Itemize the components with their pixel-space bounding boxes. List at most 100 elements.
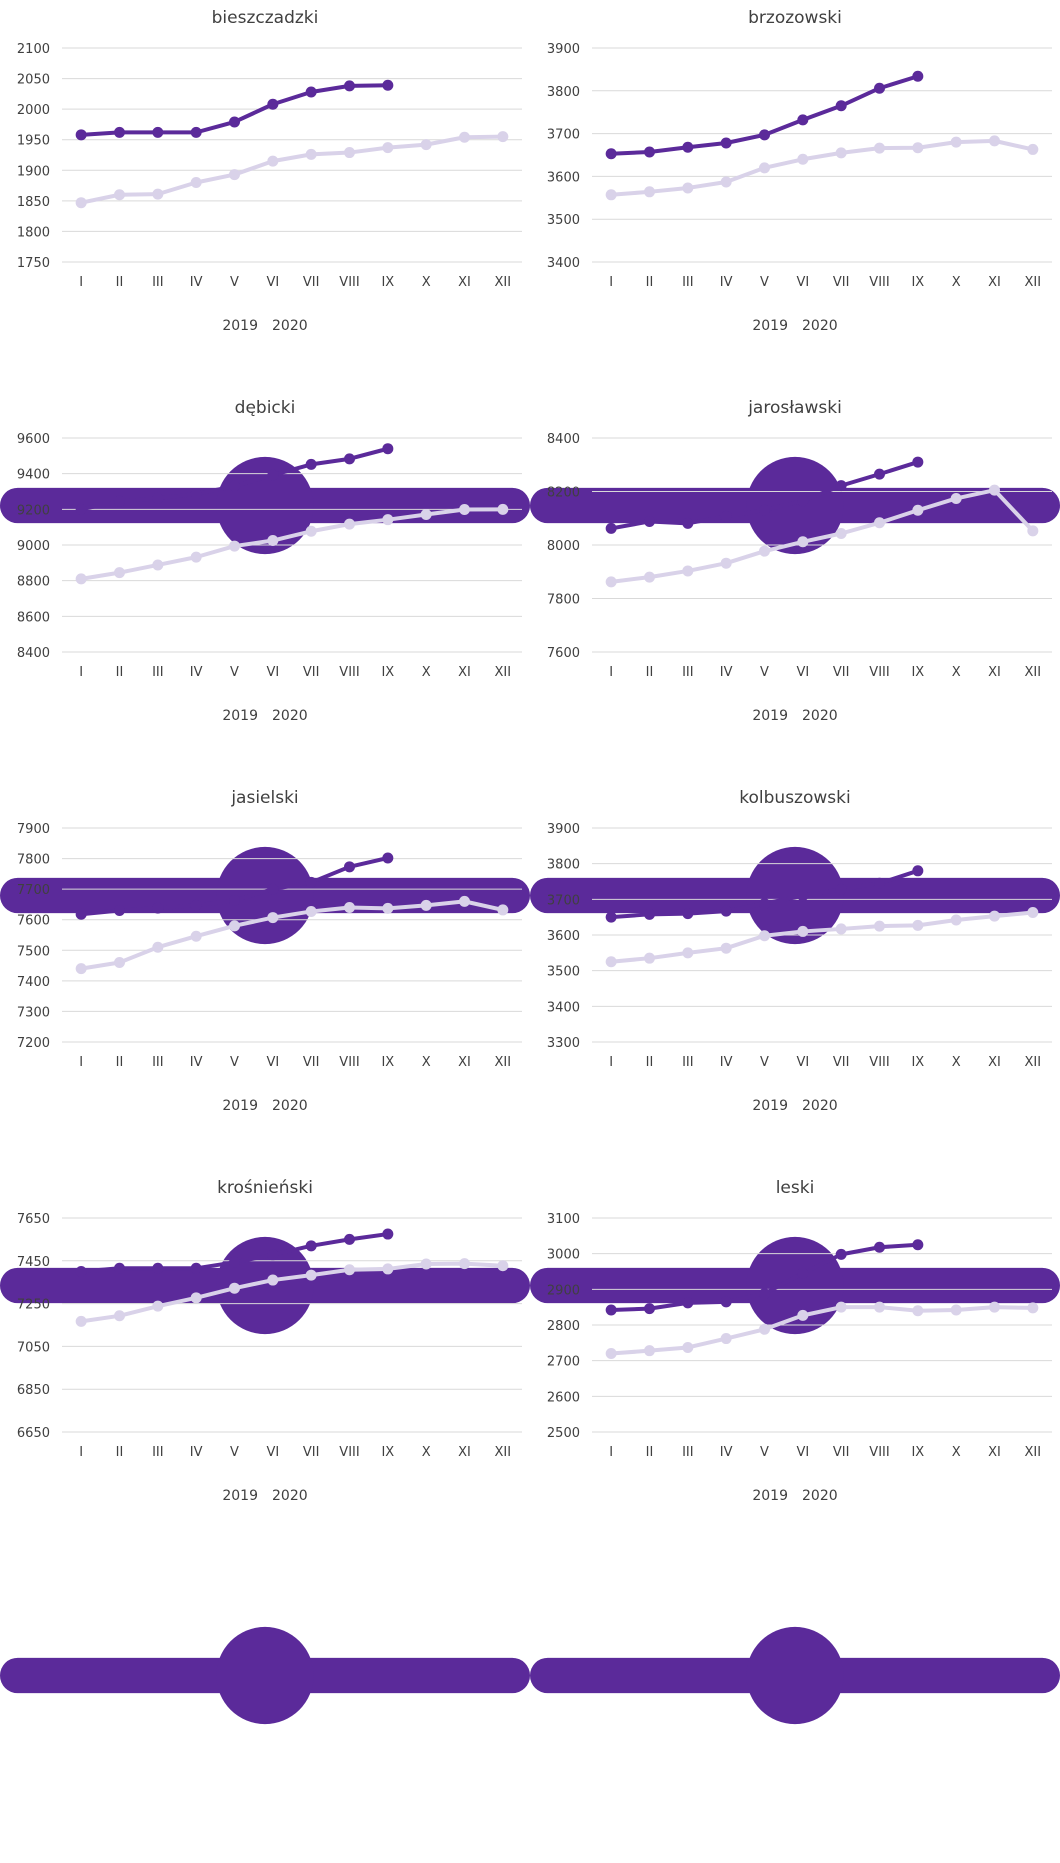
legend-label: 2020 bbox=[272, 708, 308, 724]
x-tick-label: I bbox=[609, 1445, 613, 1460]
data-point-2019 bbox=[835, 1301, 847, 1313]
y-tick-label: 7800 bbox=[547, 593, 580, 608]
data-point-2019 bbox=[190, 177, 202, 189]
data-point-2019 bbox=[459, 504, 470, 516]
x-tick-label: V bbox=[230, 665, 239, 680]
data-point-2019 bbox=[720, 176, 732, 188]
legend-label: 2020 bbox=[802, 1488, 838, 1504]
chart-5: kolbuszowski 3300 3400 3500 3600 3700 3800 3900… bbox=[530, 780, 1060, 1335]
x-tick-label: XII bbox=[1025, 665, 1042, 680]
x-tick-label: V bbox=[230, 275, 239, 290]
y-tick-label: 6850 bbox=[17, 1383, 50, 1398]
data-point-2020 bbox=[605, 148, 617, 160]
x-tick-label: XI bbox=[458, 1055, 471, 1070]
y-tick-label: 7900 bbox=[17, 822, 50, 837]
legend-label: 2020 bbox=[802, 318, 838, 334]
data-point-2019 bbox=[720, 942, 732, 954]
y-tick-label: 2050 bbox=[17, 73, 50, 88]
chart-0: bieszczadzki 1750 1800 1850 1900 1950 2000 2050… bbox=[0, 0, 530, 555]
x-tick-label: XI bbox=[458, 665, 471, 680]
y-tick-label: 3600 bbox=[547, 170, 580, 185]
legend-item: 2020 bbox=[0, 1488, 530, 1725]
x-tick-label: V bbox=[230, 1445, 239, 1460]
x-tick-label: VI bbox=[796, 1445, 809, 1460]
data-point-2019 bbox=[459, 895, 470, 907]
data-point-2020 bbox=[267, 1249, 279, 1261]
data-point-2019 bbox=[874, 920, 885, 932]
data-point-2020 bbox=[797, 1267, 809, 1279]
data-point-2020 bbox=[344, 1233, 355, 1245]
data-point-2020 bbox=[720, 905, 732, 917]
y-tick-label: 3400 bbox=[547, 256, 580, 271]
x-tick-label: I bbox=[79, 1445, 83, 1460]
data-point-2020 bbox=[190, 126, 202, 138]
y-tick-label: 7250 bbox=[17, 1298, 50, 1313]
data-point-2020 bbox=[874, 877, 885, 889]
data-point-2019 bbox=[605, 956, 617, 968]
x-tick-label: VI bbox=[796, 1055, 809, 1070]
data-point-2019 bbox=[797, 925, 809, 937]
legend-label: 2019 bbox=[752, 318, 788, 334]
legend-label: 2019 bbox=[752, 1488, 788, 1504]
data-point-2020 bbox=[152, 1262, 164, 1274]
x-tick-label: II bbox=[116, 275, 124, 290]
data-point-2019 bbox=[912, 504, 924, 516]
x-tick-label: VIII bbox=[869, 1055, 889, 1070]
data-point-2019 bbox=[759, 930, 770, 942]
y-tick-label: 1950 bbox=[17, 134, 50, 149]
y-tick-label: 8400 bbox=[17, 646, 50, 661]
data-point-2020 bbox=[305, 458, 317, 470]
chart-title: jasielski bbox=[231, 788, 299, 808]
legend-label: 2020 bbox=[802, 1098, 838, 1114]
data-point-2019 bbox=[950, 136, 962, 148]
data-point-2019 bbox=[267, 535, 279, 547]
x-tick-label: VII bbox=[833, 1055, 850, 1070]
data-point-2020 bbox=[644, 515, 655, 527]
data-point-2019 bbox=[797, 1309, 809, 1321]
x-tick-label: XII bbox=[1025, 1055, 1042, 1070]
series-line-2020 bbox=[609, 1242, 920, 1313]
data-point-2019 bbox=[229, 169, 240, 181]
x-tick-label: VI bbox=[796, 275, 809, 290]
chart-1: brzozowski 3400 3500 3600 3700 3800 3900 I II III… bbox=[530, 0, 1060, 555]
x-tick-label: II bbox=[646, 665, 654, 680]
data-point-2019 bbox=[344, 1264, 355, 1276]
data-point-2020 bbox=[114, 495, 125, 507]
data-point-2019 bbox=[759, 162, 770, 174]
data-point-2020 bbox=[305, 1240, 317, 1252]
legend-label: 2020 bbox=[272, 318, 308, 334]
legend-item: 2020 bbox=[530, 708, 1060, 945]
series-line-2020 bbox=[609, 460, 920, 531]
data-point-2020 bbox=[75, 503, 87, 515]
series-line-2019 bbox=[79, 507, 505, 581]
legend-label: 2019 bbox=[222, 708, 258, 724]
data-point-2019 bbox=[989, 484, 1000, 496]
x-tick-label: X bbox=[952, 1445, 961, 1460]
x-tick-label: X bbox=[422, 1445, 431, 1460]
data-point-2019 bbox=[720, 557, 732, 569]
legend: 2019 2020 bbox=[0, 1488, 530, 1725]
data-point-2019 bbox=[1027, 143, 1039, 155]
x-tick-label: III bbox=[152, 665, 164, 680]
x-tick-label: VII bbox=[303, 275, 320, 290]
data-point-2020 bbox=[75, 129, 87, 141]
series-line-2019 bbox=[609, 1305, 1035, 1356]
data-point-2020 bbox=[605, 522, 617, 534]
data-point-2019 bbox=[682, 182, 694, 194]
data-point-2019 bbox=[420, 139, 432, 151]
y-tick-label: 3100 bbox=[547, 1212, 580, 1227]
x-tick-label: XII bbox=[495, 275, 512, 290]
data-point-2019 bbox=[382, 1263, 394, 1275]
legend-swatch bbox=[530, 1236, 1060, 1335]
data-point-2019 bbox=[644, 571, 655, 583]
data-point-2019 bbox=[190, 1292, 202, 1304]
chart-title: leski bbox=[775, 1178, 815, 1198]
chart-4: jasielski 7200 7300 7400 7500 7600 7700 7800 790… bbox=[0, 780, 530, 1335]
data-point-2019 bbox=[152, 1300, 164, 1312]
x-tick-label: III bbox=[152, 275, 164, 290]
data-point-2019 bbox=[152, 188, 164, 200]
x-tick-label: XI bbox=[458, 275, 471, 290]
data-point-2020 bbox=[835, 883, 847, 895]
